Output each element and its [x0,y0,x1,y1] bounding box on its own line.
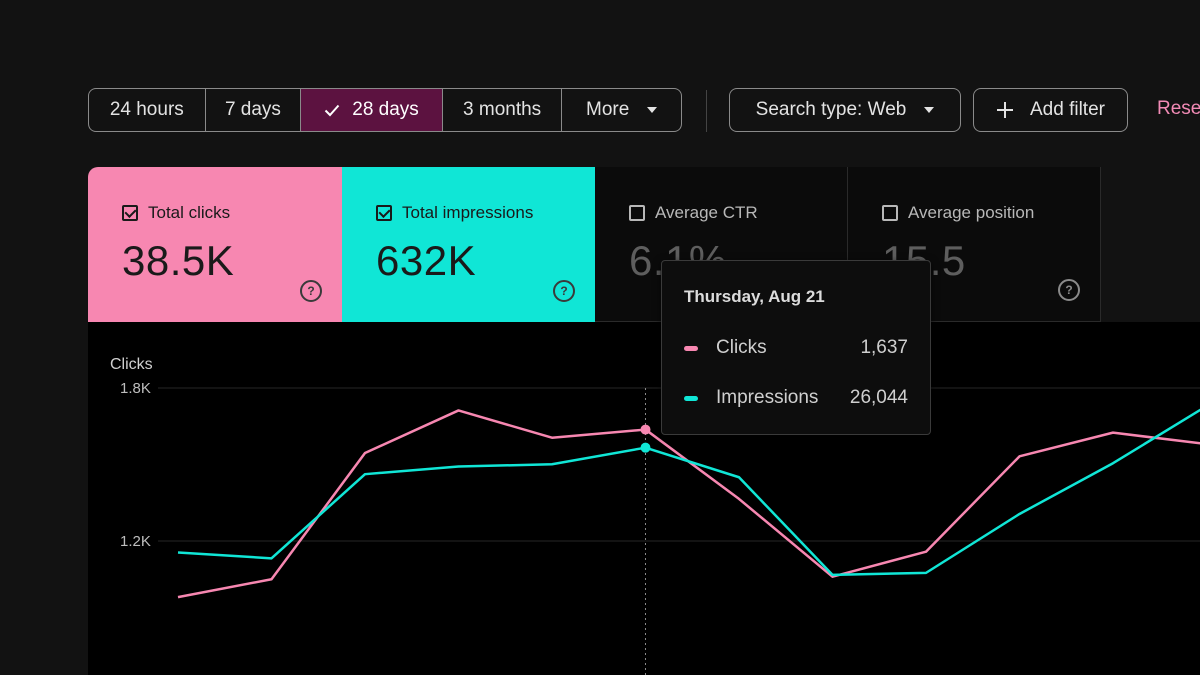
metric-value: 38.5K [122,237,235,284]
help-icon[interactable]: ? [1058,279,1080,301]
check-icon [325,104,340,117]
metric-card-clicks[interactable]: Total clicks 38.5K ? [88,167,342,322]
checkbox-unchecked-icon[interactable] [629,205,645,221]
tooltip-row-clicks: Clicks 1,637 [684,337,908,359]
metric-cards: Total clicks 38.5K ? Total impressions 6… [88,167,1200,322]
tooltip-date: Thursday, Aug 21 [684,287,825,306]
date-range-selector: 24 hours 7 days 28 days 3 months More [88,88,682,132]
series-line-impressions[interactable] [177,391,1200,577]
metric-label: Average position [908,203,1035,222]
series-line-clicks[interactable] [177,409,1200,599]
performance-chart: Clicks 1.8K 1.2K [88,322,1200,675]
add-filter-button[interactable]: Add filter [973,88,1128,132]
caret-down-icon [924,107,935,113]
y-tick-label: 1.2K [120,533,151,550]
checkbox-checked-icon[interactable] [376,205,392,221]
help-icon[interactable]: ? [300,280,322,302]
metric-card-impressions[interactable]: Total impressions 632K ? [342,167,595,322]
impressions-swatch-icon [684,395,698,401]
highlight-point-impressions[interactable] [640,442,651,453]
checkbox-unchecked-icon[interactable] [882,205,898,221]
range-24-hours-button[interactable]: 24 hours [89,89,206,131]
highlight-point-clicks[interactable] [640,424,651,435]
clicks-swatch-icon [684,345,698,351]
range-28-days-button[interactable]: 28 days [301,89,443,131]
y-axis-title: Clicks [110,356,153,373]
plus-icon [997,102,1013,118]
metric-value: 632K [376,237,477,284]
y-tick-label: 1.8K [120,380,151,397]
range-3-months-button[interactable]: 3 months [443,89,563,131]
help-icon[interactable]: ? [553,280,575,302]
metric-card-position[interactable]: Average position 15.5 ? [848,167,1101,322]
toolbar-divider [706,90,707,132]
checkbox-checked-icon[interactable] [122,205,138,221]
range-more-button[interactable]: More [562,89,681,131]
metric-label: Total clicks [148,203,231,222]
range-7-days-button[interactable]: 7 days [206,89,302,131]
metric-label: Total impressions [402,203,534,222]
caret-down-icon [647,107,658,113]
search-type-dropdown[interactable]: Search type: Web [729,88,961,132]
tooltip-row-impressions: Impressions 26,044 [684,387,908,409]
chart-tooltip: Thursday, Aug 21 Clicks 1,637 Impression… [661,260,931,435]
line-chart-plot[interactable] [88,322,1200,675]
metric-label: Average CTR [655,203,758,222]
reset-button[interactable]: Reset [1157,98,1200,119]
